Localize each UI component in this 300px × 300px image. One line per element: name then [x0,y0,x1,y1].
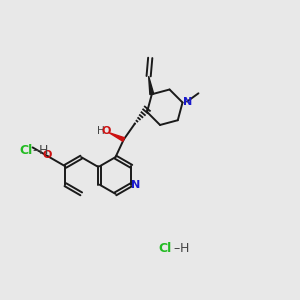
Text: –: – [170,242,181,256]
Text: H: H [97,126,104,136]
Text: H: H [180,242,189,256]
Text: Cl: Cl [158,242,172,256]
Text: H: H [39,143,48,157]
Text: N: N [131,180,140,190]
Text: N: N [183,97,192,106]
Text: –: – [29,143,40,157]
Text: O: O [101,126,111,136]
Polygon shape [148,76,154,94]
Text: Cl: Cl [19,143,32,157]
Polygon shape [109,133,124,141]
Text: O: O [42,150,52,160]
